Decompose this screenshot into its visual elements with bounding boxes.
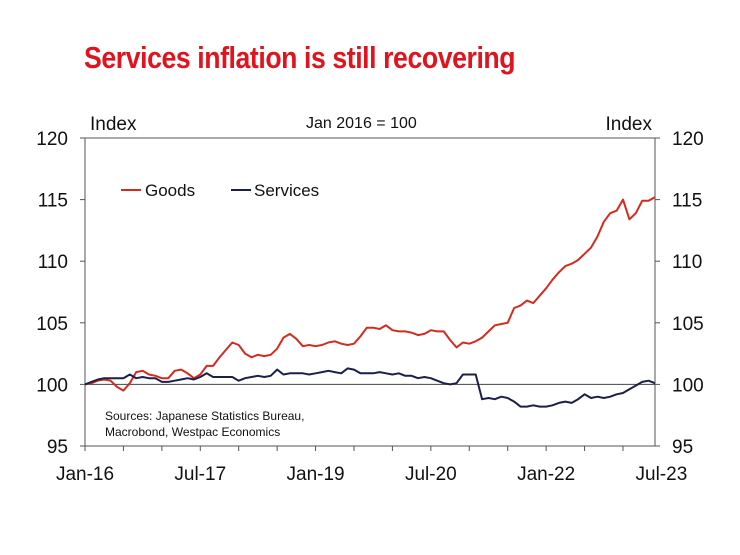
legend: Goods Services	[121, 181, 319, 200]
chart-subtitle: Jan 2016 = 100	[306, 115, 417, 132]
left-axis-label: Index	[90, 114, 137, 135]
x-tick-label: Jul-17	[174, 464, 226, 485]
y-tick-label-right: 110	[672, 252, 702, 273]
x-tick-label: Jul-20	[405, 464, 457, 485]
axis-ticks: 95 95 100 100 105 105 110 110 115 115 120 120 Jan-16…	[36, 129, 703, 485]
plot-border	[84, 137, 656, 447]
x-tick-label: Jan-22	[517, 464, 575, 485]
x-tick-label: Jan-16	[56, 464, 114, 485]
y-tick-label-left: 110	[38, 252, 68, 273]
legend-services-label: Services	[254, 181, 319, 200]
series-layer	[84, 196, 656, 408]
goods-line	[84, 196, 656, 392]
source-note-line-2: Macrobond, Westpac Economics	[105, 425, 280, 439]
plot-frame	[84, 137, 656, 447]
y-tick-label-left: 105	[36, 314, 68, 335]
y-tick-label-left: 95	[47, 437, 68, 458]
source-note-line-1: Sources: Japanese Statistics Bureau,	[105, 409, 304, 423]
y-tick-label-right: 95	[672, 437, 693, 458]
y-tick-label-left: 100	[36, 375, 68, 396]
y-tick-label-right: 115	[672, 191, 702, 212]
legend-goods-label: Goods	[145, 181, 195, 200]
y-tick-label-right: 105	[672, 314, 704, 335]
x-tick-label: Jul-23	[636, 464, 688, 485]
services-line	[84, 367, 656, 408]
y-tick-label-left: 115	[38, 191, 68, 212]
right-axis-label: Index	[606, 114, 653, 135]
x-tick-label: Jan-19	[287, 464, 345, 485]
y-tick-label-right: 120	[672, 129, 704, 150]
chart-title: Services inflation is still recovering	[84, 40, 516, 75]
y-tick-label-left: 120	[36, 129, 68, 150]
y-tick-label-right: 100	[672, 375, 704, 396]
